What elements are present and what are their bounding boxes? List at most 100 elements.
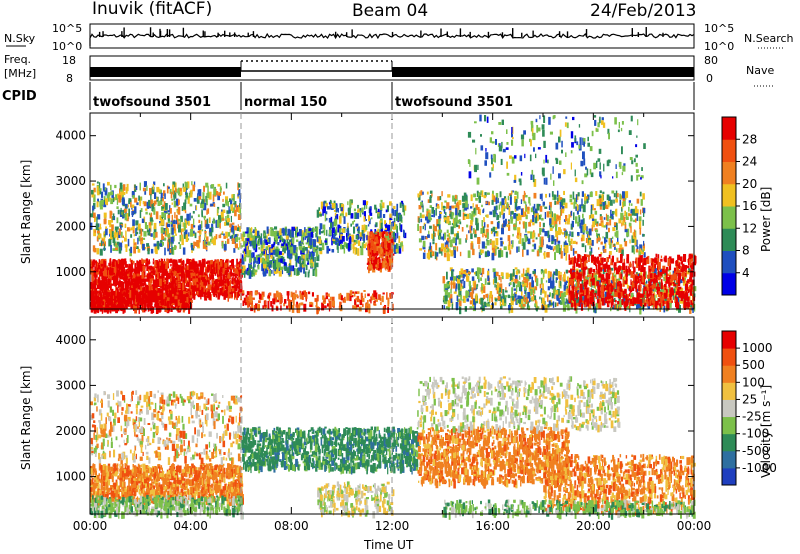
heat-cell bbox=[263, 250, 265, 255]
heat-cell bbox=[109, 304, 111, 307]
heat-cell bbox=[434, 232, 436, 237]
heat-cell bbox=[356, 304, 359, 308]
heat-cell bbox=[511, 244, 513, 250]
heat-cell bbox=[320, 231, 324, 234]
heat-cell bbox=[365, 219, 367, 221]
heat-cell bbox=[564, 240, 567, 244]
heat-cell bbox=[189, 270, 193, 273]
heat-cell bbox=[269, 260, 273, 265]
heat-cell bbox=[167, 235, 171, 241]
heat-cell bbox=[231, 259, 234, 266]
heat-cell bbox=[164, 210, 168, 213]
heat-cell bbox=[114, 226, 118, 235]
heat-cell bbox=[189, 263, 193, 270]
heat-cell bbox=[142, 268, 145, 276]
heat-cell bbox=[103, 260, 106, 266]
heat-cell bbox=[436, 205, 440, 209]
heat-cell bbox=[585, 198, 587, 204]
heat-cell bbox=[564, 202, 568, 209]
heat-cell bbox=[359, 232, 362, 239]
cpid-label: CPID bbox=[2, 89, 37, 104]
heat-cell bbox=[318, 247, 322, 251]
heat-cell bbox=[144, 270, 146, 276]
cpid-panel: CPID twofsound 3501 normal 150 twofsound 3… bbox=[2, 82, 695, 110]
heat-cell bbox=[163, 280, 167, 286]
heat-cell bbox=[286, 267, 290, 274]
heat-cell bbox=[613, 199, 615, 204]
heat-cell bbox=[148, 224, 152, 232]
heat-cell bbox=[307, 245, 311, 248]
heat-cell bbox=[137, 223, 141, 231]
heat-cell bbox=[118, 304, 122, 310]
heat-cell bbox=[439, 211, 443, 214]
heat-cell bbox=[131, 267, 134, 273]
heat-cell bbox=[528, 196, 531, 204]
heat-cell bbox=[507, 235, 511, 242]
heat-cell bbox=[153, 270, 155, 274]
site-title: Inuvik (fitACF) bbox=[92, 0, 212, 19]
heat-cell bbox=[486, 224, 489, 228]
heat-cell bbox=[187, 220, 190, 226]
heat-cell bbox=[253, 229, 256, 234]
heat-cell bbox=[111, 302, 113, 310]
heat-cell bbox=[319, 229, 321, 235]
heat-cell bbox=[98, 188, 102, 191]
heat-cell bbox=[175, 198, 179, 206]
heat-cell bbox=[593, 208, 596, 211]
heat-cell bbox=[161, 242, 164, 246]
heat-cell bbox=[542, 222, 545, 228]
heat-cell bbox=[385, 209, 388, 213]
heat-cell bbox=[163, 293, 166, 296]
heat-cell bbox=[156, 282, 160, 287]
heat-cell bbox=[240, 245, 243, 248]
heat-cell bbox=[622, 198, 626, 207]
heat-cell bbox=[206, 278, 208, 286]
heat-cell bbox=[258, 238, 260, 244]
heat-cell bbox=[185, 234, 189, 242]
heat-cell bbox=[556, 245, 560, 253]
heat-cell bbox=[492, 190, 494, 197]
heat-cell bbox=[361, 230, 364, 236]
heat-cell bbox=[261, 295, 264, 300]
heat-cell bbox=[609, 199, 613, 206]
heat-cell bbox=[377, 208, 380, 213]
heat-cell bbox=[298, 257, 302, 264]
heat-cell bbox=[194, 278, 197, 286]
heat-cell bbox=[227, 272, 230, 280]
heat-cell bbox=[403, 209, 406, 216]
heat-cell bbox=[226, 218, 230, 223]
heat-cell bbox=[220, 276, 223, 284]
heat-cell bbox=[144, 188, 147, 195]
heat-cell bbox=[545, 193, 547, 198]
heat-cell bbox=[309, 238, 313, 246]
heat-cell bbox=[457, 207, 460, 210]
heat-cell bbox=[384, 238, 387, 245]
heat-cell bbox=[118, 228, 121, 235]
heat-cell bbox=[131, 279, 133, 286]
heat-cell bbox=[150, 248, 154, 254]
heat-cell bbox=[164, 247, 166, 256]
heat-cell bbox=[276, 236, 280, 239]
heat-cell bbox=[215, 263, 218, 271]
heat-cell bbox=[131, 262, 133, 269]
heat-cell bbox=[190, 223, 194, 230]
heat-cell bbox=[335, 214, 339, 220]
noise-right-tick-top: 10^5 bbox=[704, 22, 734, 35]
heat-cell bbox=[274, 236, 279, 240]
heat-cell bbox=[565, 252, 568, 261]
heat-cell bbox=[179, 244, 182, 249]
heat-cell bbox=[276, 290, 279, 298]
heat-cell bbox=[237, 224, 239, 229]
heat-cell bbox=[165, 268, 167, 277]
heat-cell bbox=[205, 198, 208, 206]
heat-cell bbox=[101, 306, 104, 314]
heat-cell bbox=[113, 197, 115, 203]
heat-cell bbox=[536, 212, 538, 221]
heat-cell bbox=[213, 280, 216, 287]
heat-cell bbox=[566, 245, 569, 253]
heat-cell bbox=[128, 278, 131, 285]
heat-cell bbox=[373, 251, 376, 258]
heat-cell bbox=[197, 230, 201, 233]
heat-cell bbox=[333, 200, 336, 204]
heat-cell bbox=[533, 243, 537, 250]
